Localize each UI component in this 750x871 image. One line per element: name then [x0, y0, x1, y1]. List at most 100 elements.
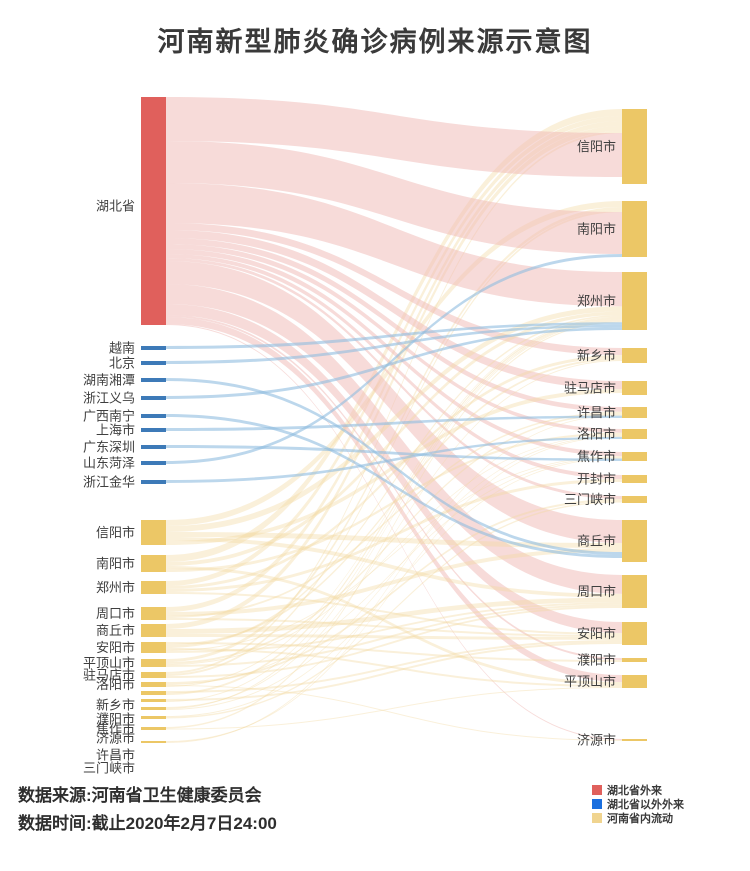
flow-l_pingdingshan-r_xuchang [166, 413, 622, 664]
node-label-l_zhoukou: 周口市 [96, 606, 135, 621]
node-heze [141, 461, 166, 465]
node-label-r_pingdingshan: 平顶山市 [564, 674, 616, 689]
node-r_xuchang [622, 407, 647, 418]
node-label-shenzhen: 广东深圳 [83, 440, 135, 455]
flow-l_xinyang-r_zhoukou [166, 537, 622, 598]
node-r_pingdingshan [622, 675, 647, 688]
node-jinhua [141, 480, 166, 484]
flow-hubei-r_nanyang [166, 141, 622, 254]
node-label-l_xinyang: 信阳市 [96, 525, 135, 540]
flow-nanning-r_shangqiu [166, 414, 622, 558]
node-l_xinyang [141, 520, 166, 545]
node-label-jinhua: 浙江金华 [83, 475, 135, 490]
node-label-l_jiyuan: 济源市 [96, 731, 135, 746]
flow-shenzhen-r_jiaozuo [166, 445, 622, 461]
flow-hubei-r_kaifeng [166, 254, 622, 479]
node-label-heze: 山东菏泽 [83, 456, 135, 471]
node-r_nanyang [622, 201, 647, 257]
flow-hubei-r_zhengzhou [166, 183, 622, 307]
node-label-r_kaifeng: 开封市 [577, 472, 616, 487]
flow-l_anyang-r_puyang [166, 642, 622, 662]
flow-xiangtan-r_shangqiu [166, 378, 622, 555]
flow-l_luoyang-r_zhengzhou [166, 316, 622, 687]
node-r_luoyang [622, 429, 647, 439]
flow-l_nanyang-r_luoyang [166, 432, 622, 572]
node-l_pingdingshan [141, 659, 166, 667]
flow-l_jiyuan-r_jiaozuo [166, 457, 622, 717]
node-l_zhumadian [141, 672, 166, 678]
node-l_anyang [141, 642, 166, 653]
node-label-r_anyang: 安阳市 [577, 626, 616, 641]
flow-l_nanyang-r_zhengzhou [166, 311, 622, 566]
flow-hubei-r_zhoukou [166, 284, 622, 594]
node-label-l_xinxiang: 新乡市 [96, 698, 135, 713]
flow-beijing-r_zhengzhou [166, 324, 622, 364]
node-yiwu [141, 396, 166, 400]
node-l_xinxiang [141, 691, 166, 695]
flow-l_sanmenxia-r_luoyang [166, 436, 622, 742]
flow-l_xinxiang-r_zhengzhou [166, 317, 622, 695]
node-label-beijing: 北京 [109, 356, 135, 371]
node-label-xiangtan: 湖南湘潭 [83, 373, 135, 388]
node-l_shangqiu [141, 624, 166, 637]
flow-hubei-r_xuchang [166, 238, 622, 412]
flow-l_jiaozuo-r_xinxiang [166, 360, 622, 708]
node-r_puyang [622, 658, 647, 662]
node-label-l_puyang: 濮阳市 [96, 712, 135, 727]
node-label-l_zhumadian: 驻马店市 [83, 668, 135, 683]
flow-l_shangqiu-r_zhoukou [166, 597, 622, 634]
node-r_zhoukou [622, 575, 647, 608]
flow-hubei-r_jiyuan [166, 324, 622, 740]
node-label-l_jiaozuo: 焦作市 [96, 722, 135, 737]
flow-heze-r_nanyang [166, 254, 622, 464]
flow-l_sanmenxia-r_xuchang [166, 414, 622, 743]
flow-hubei-r_shangqiu [166, 261, 622, 543]
flow-hubei-r_luoyang [166, 244, 622, 433]
node-label-r_jiaozuo: 焦作市 [577, 449, 616, 464]
flow-l_pingdingshan-r_luoyang [166, 434, 622, 665]
flow-hubei-r_pingdingshan [166, 317, 622, 682]
flow-l_luoyang-r_sanmenxia [166, 499, 622, 684]
node-beijing [141, 361, 166, 365]
flow-l_zhengzhou-r_anyang [166, 592, 622, 635]
legend-swatch-1 [592, 798, 602, 809]
node-shenzhen [141, 445, 166, 449]
flow-l_xuchang-r_zhengzhou [166, 320, 622, 729]
flow-l_zhumadian-r_zhoukou [166, 606, 622, 678]
node-l_sanmenxia [141, 741, 166, 743]
node-label-r_xinxiang: 新乡市 [577, 348, 616, 363]
node-label-l_luoyang: 洛阳市 [96, 677, 135, 692]
node-l_zhoukou [141, 607, 166, 620]
node-l_jiaozuo [141, 707, 166, 710]
flow-hubei-r_xinxiang [166, 223, 622, 355]
flow-l_zhengzhou-r_kaifeng [166, 479, 622, 592]
node-label-hubei: 湖北省 [96, 199, 135, 214]
flow-l_anyang-r_xinxiang [166, 358, 622, 646]
flow-l_anyang-r_zhoukou [166, 602, 622, 653]
flow-hubei-r_sanmenxia [166, 258, 622, 499]
flow-l_jiaozuo-r_luoyang [166, 435, 622, 710]
flow-l_xuchang-r_pingdingshan [166, 687, 622, 730]
node-label-l_zhengzhou: 郑州市 [96, 580, 135, 595]
node-label-r_luoyang: 洛阳市 [577, 427, 616, 442]
legend-item-0: 湖北省外来 [592, 783, 684, 797]
node-nanning [141, 414, 166, 418]
node-xiangtan [141, 378, 166, 382]
node-label-r_shangqiu: 商丘市 [577, 534, 616, 549]
flow-hubei-r_zhumadian [166, 230, 622, 389]
node-r_xinyang [622, 109, 647, 184]
node-label-l_shangqiu: 商丘市 [96, 623, 135, 638]
node-r_jiyuan [622, 739, 647, 741]
node-label-nanning: 广西南宁 [83, 409, 135, 424]
node-r_kaifeng [622, 475, 647, 483]
node-r_shangqiu [622, 520, 647, 562]
legend-swatch-2 [592, 812, 602, 823]
legend-item-2: 河南省内流动 [592, 811, 684, 825]
node-vietnam [141, 346, 166, 350]
node-r_sanmenxia [622, 496, 647, 503]
legend-item-1: 湖北省以外外来 [592, 797, 684, 811]
node-label-vietnam: 越南 [109, 341, 135, 356]
legend-label-0: 湖北省外来 [607, 784, 662, 797]
flow-l_jiyuan-r_sanmenxia [166, 501, 622, 719]
